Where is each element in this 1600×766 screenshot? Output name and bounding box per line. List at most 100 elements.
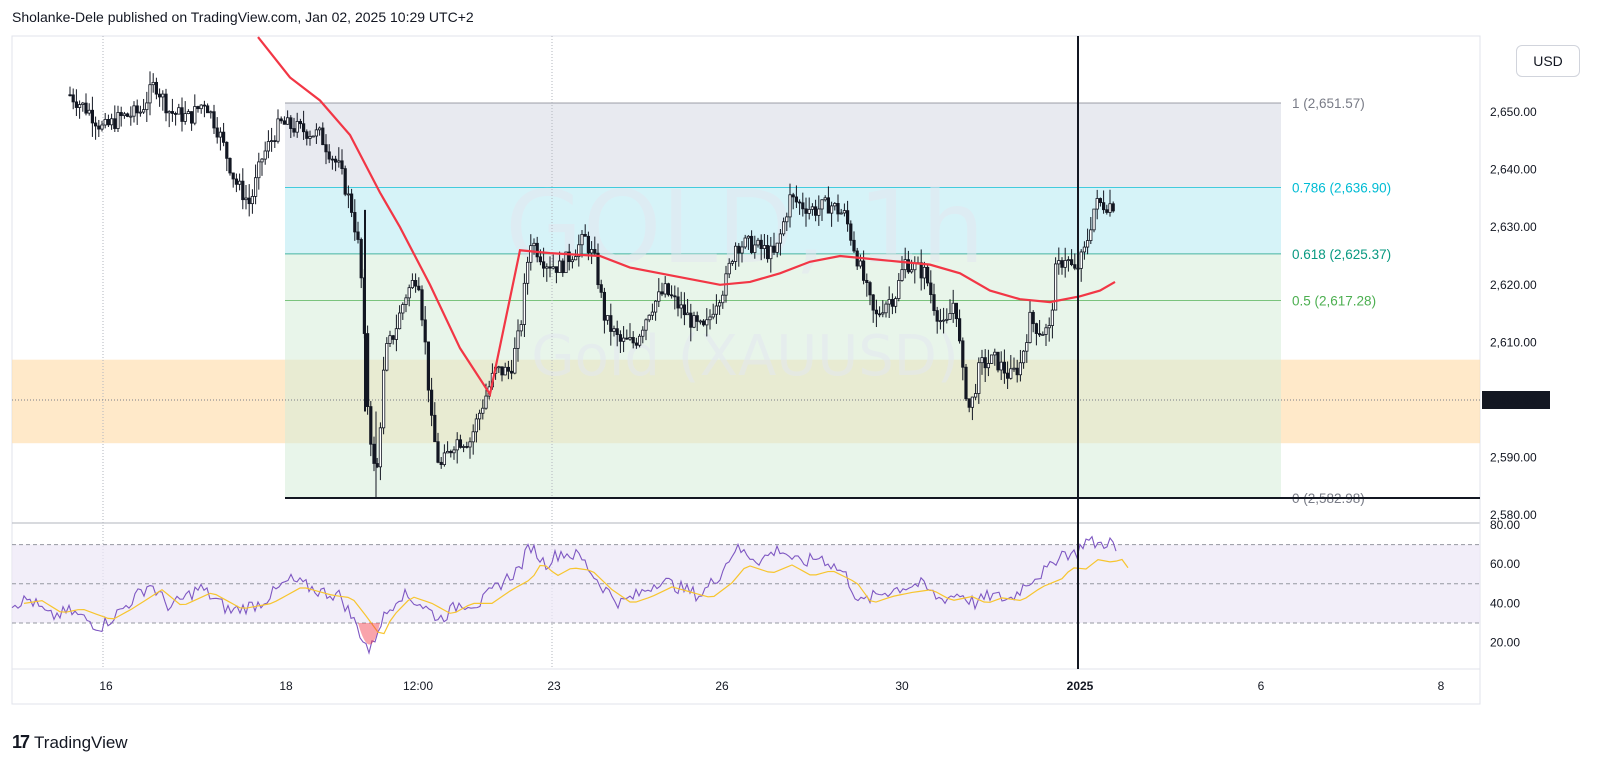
candle-123	[461, 444, 466, 453]
candle-87	[346, 185, 351, 209]
candle-41	[199, 104, 203, 114]
candle-171	[615, 320, 619, 347]
fib-label-1: 1 (2,651.57)	[1292, 96, 1365, 111]
candle-119	[449, 449, 453, 458]
candle-160	[580, 230, 584, 258]
candle-110	[420, 285, 424, 327]
candle-91	[359, 237, 363, 289]
fib-retracement[interactable]: 1 (2,651.57) 0.786 (2,636.90) 0.618 (2,625…	[285, 96, 1480, 506]
candle-138	[509, 359, 514, 380]
candle-48	[221, 122, 226, 147]
rsi-tick-1: 60.00	[1490, 557, 1520, 571]
candle-181	[647, 314, 651, 323]
time-tick-1: 18	[279, 679, 293, 693]
candle-37	[186, 109, 190, 115]
candle-236	[823, 195, 827, 202]
candle-63	[269, 127, 274, 152]
fib-label-0.5: 0.5 (2,617.28)	[1292, 293, 1376, 308]
candle-88	[349, 188, 354, 218]
candle-163	[590, 241, 594, 265]
candle-112	[426, 341, 431, 403]
candle-204	[721, 290, 725, 309]
candle-62	[266, 130, 271, 159]
candle-90	[356, 221, 360, 244]
candle-311	[1063, 247, 1067, 278]
candle-249	[865, 273, 869, 297]
candle-122	[458, 434, 463, 449]
candle-302	[1034, 322, 1038, 346]
candle-243	[846, 200, 850, 232]
candle-113	[429, 377, 434, 427]
candle-33	[173, 111, 178, 126]
candle-271	[935, 306, 939, 334]
candle-185	[660, 282, 664, 297]
candle-1	[71, 88, 75, 110]
candle-326	[1111, 201, 1115, 213]
candle-191	[679, 291, 683, 319]
candle-76	[311, 135, 315, 138]
candle-152	[554, 266, 559, 284]
candle-275	[948, 299, 952, 320]
candle-199	[705, 308, 709, 337]
brand-label: TradingView	[34, 732, 128, 752]
time-tick-7: 6	[1258, 679, 1265, 693]
candle-237	[826, 186, 831, 214]
candle-30	[164, 88, 168, 122]
candle-53	[237, 173, 242, 191]
ma-line	[257, 36, 1116, 398]
time-tick-6: 2025	[1067, 679, 1094, 693]
candle-226	[791, 192, 795, 210]
candle-38	[189, 111, 194, 131]
candle-272	[938, 308, 943, 330]
candle-149	[545, 263, 549, 282]
candle-139	[513, 337, 517, 375]
fib-band-0.5	[285, 300, 1281, 499]
candle-40	[196, 105, 200, 113]
rsi-tick-2: 40.00	[1490, 596, 1520, 610]
candle-202	[714, 294, 719, 324]
candle-250	[868, 280, 872, 306]
candle-18	[126, 112, 130, 118]
candle-177	[634, 337, 639, 349]
candle-57	[250, 189, 254, 214]
candle-141	[519, 320, 523, 337]
candle-196	[695, 311, 699, 332]
candle-317	[1082, 241, 1086, 260]
candle-8	[94, 116, 98, 140]
candle-44	[209, 110, 213, 119]
currency-button[interactable]: USD	[1516, 45, 1580, 77]
candle-13	[110, 113, 114, 130]
candle-45	[212, 104, 216, 134]
candle-58	[253, 164, 258, 205]
candle-282	[970, 396, 975, 421]
candle-296	[1015, 359, 1019, 383]
candle-164	[593, 236, 597, 257]
candle-274	[945, 308, 949, 324]
candle-42	[202, 100, 206, 118]
candle-106	[407, 284, 411, 307]
current-price-tag-bg	[1482, 391, 1550, 409]
candle-142	[522, 273, 527, 337]
candle-137	[506, 360, 511, 380]
candle-273	[942, 307, 946, 334]
candle-17	[122, 111, 126, 119]
candle-201	[711, 303, 715, 320]
candle-104	[401, 302, 405, 320]
candle-232	[810, 203, 815, 216]
candle-60	[260, 158, 264, 176]
candle-186	[663, 276, 667, 298]
candle-256	[887, 286, 891, 318]
candle-301	[1031, 310, 1035, 333]
rsi-band	[12, 544, 1480, 623]
candle-109	[417, 277, 421, 292]
candle-292	[1002, 349, 1007, 384]
publisher-header: Sholanke-Dele published on TradingView.c…	[12, 9, 474, 25]
candle-66	[279, 116, 283, 124]
candle-82	[330, 155, 335, 170]
candle-184	[657, 278, 661, 308]
candle-23	[141, 98, 146, 114]
candle-55	[244, 184, 248, 210]
rsi-tick-3: 20.00	[1490, 636, 1520, 650]
candle-134	[497, 365, 501, 373]
